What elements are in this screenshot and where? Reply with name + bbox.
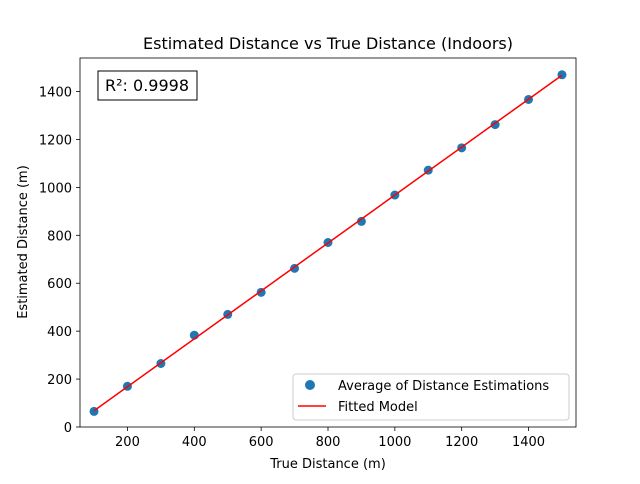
y-tick-label: 800 <box>47 229 72 244</box>
x-tick-label: 600 <box>249 435 274 450</box>
x-tick-label: 800 <box>316 435 341 450</box>
y-tick-label: 600 <box>47 277 72 292</box>
legend: Average of Distance Estimations Fitted M… <box>292 373 570 421</box>
axes-frame <box>79 57 577 428</box>
y-tick-label: 1400 <box>39 86 72 101</box>
r-squared-annotation: R²: 0.9998 <box>97 70 198 101</box>
annotation-box <box>97 70 198 101</box>
x-tick-label: 1400 <box>512 435 545 450</box>
x-axis-title: True Distance (m) <box>269 457 386 472</box>
y-axis-title: Estimated Distance (m) <box>16 165 31 319</box>
y-tick-label: 1000 <box>39 181 72 196</box>
y-tick-label: 0 <box>64 421 72 436</box>
r-squared-text: R²: 0.9998 <box>105 76 189 95</box>
x-tick-label: 200 <box>115 435 140 450</box>
chart-title: Estimated Distance vs True Distance (Ind… <box>143 34 513 53</box>
fitted-model-line <box>93 74 563 412</box>
plot-area: 200 400 600 800 1000 1200 1400 0 200 400 600 800 100… <box>39 57 577 450</box>
legend-marker-scatter <box>305 380 315 390</box>
y-tick-label: 1200 <box>39 133 72 148</box>
x-tick-label: 400 <box>182 435 207 450</box>
x-tick-label: 1200 <box>445 435 478 450</box>
legend-frame <box>292 373 570 421</box>
legend-label-fitted: Fitted Model <box>338 400 418 415</box>
data-point <box>356 216 366 226</box>
y-tick-label: 200 <box>47 373 72 388</box>
legend-label-scatter: Average of Distance Estimations <box>338 379 549 394</box>
x-tick-label: 1000 <box>378 435 411 450</box>
y-tick-label: 400 <box>47 325 72 340</box>
